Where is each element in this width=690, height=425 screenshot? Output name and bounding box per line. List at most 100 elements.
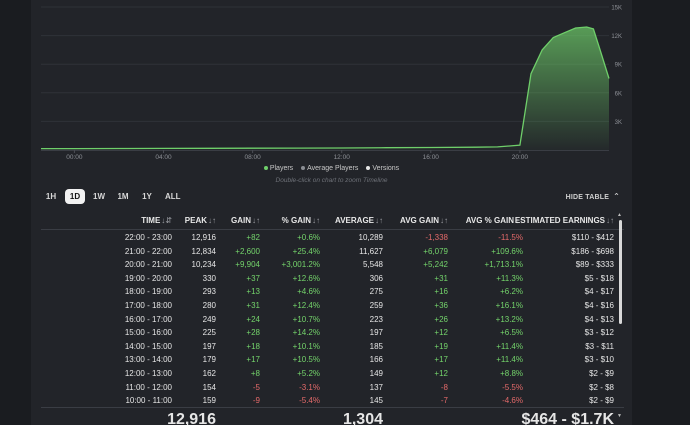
- legend-average-players[interactable]: Average Players: [301, 165, 358, 172]
- cell-avg-percent-gain: -11.5%: [498, 233, 523, 242]
- cell-percent-gain: +0.6%: [297, 233, 320, 242]
- legend-versions[interactable]: Versions: [366, 165, 399, 172]
- scroll-down-arrow-icon[interactable]: ▼: [617, 413, 622, 419]
- cell-average: 223: [369, 314, 383, 324]
- cell-average: 197: [369, 328, 383, 338]
- legend-versions-label: Versions: [372, 165, 400, 172]
- cell-percent-gain: +25.4%: [292, 246, 320, 256]
- cell-average: 11,627: [359, 246, 383, 256]
- cell-peak: 179: [202, 355, 216, 365]
- table-row[interactable]: 13:00 - 14:00 179 +17 +10.5% 166 +17 +11.4% $3 …: [41, 354, 624, 367]
- cell-average: 259: [369, 301, 383, 310]
- header-gain[interactable]: GAIN↓↑: [231, 216, 260, 225]
- hide-table-toggle[interactable]: HIDE TABLE ⌃: [566, 192, 620, 201]
- players-chart-svg[interactable]: 15K 12K 9K 6K 3K 00:00 04:00 08:00 12:00 16:00 20:…: [31, 0, 632, 165]
- legend-players-dot: [263, 166, 268, 171]
- sort-icon: ↓↑: [515, 216, 523, 225]
- sort-icon: ↓↑: [208, 216, 216, 225]
- footer-earnings: $464 - $1.7K: [521, 411, 614, 425]
- cell-peak: 12,916: [191, 233, 216, 242]
- cell-percent-gain: +14.2%: [292, 328, 320, 338]
- cell-percent-gain: +10.1%: [292, 341, 320, 351]
- cell-estimated-earnings: $4 - $17: [584, 287, 614, 297]
- cell-estimated-earnings: $3 - $10: [584, 355, 614, 365]
- range-1h-button[interactable]: 1H: [45, 192, 57, 201]
- cell-estimated-earnings: $4 - $16: [584, 301, 614, 310]
- cell-estimated-earnings: $3 - $12: [584, 328, 614, 338]
- table-row[interactable]: 17:00 - 18:00 280 +31 +12.4% 259 +36 +16.1% $4 …: [41, 300, 624, 313]
- cell-estimated-earnings: $2 - $9: [589, 369, 614, 378]
- sort-icon: ↓↑: [252, 216, 260, 225]
- cell-avg-gain: +26: [434, 314, 448, 324]
- range-1y-button[interactable]: 1Y: [142, 192, 152, 201]
- cell-avg-percent-gain: +11.3%: [496, 273, 523, 283]
- cell-gain: -9: [252, 396, 260, 406]
- table-scrollbar-thumb[interactable]: [619, 220, 622, 324]
- y-tick-label: 6K: [615, 91, 622, 97]
- table-row[interactable]: 10:00 - 11:00 159 -9 -5.4% 145 -7 -4.6% $2 - $9: [41, 395, 624, 408]
- table-row[interactable]: 19:00 - 20:00 330 +37 +12.6% 306 +31 +11.3% $5 …: [41, 273, 624, 286]
- table-body[interactable]: 22:00 - 23:00 12,916 +82 +0.6% 10,289 -1,338 -…: [41, 232, 624, 408]
- range-1d-button[interactable]: 1D: [65, 189, 85, 204]
- cell-estimated-earnings: $186 - $698: [571, 246, 614, 256]
- table-row[interactable]: 18:00 - 19:00 293 +13 +4.6% 275 +16 +6.2% $4 - …: [41, 286, 624, 299]
- table-row[interactable]: 20:00 - 21:00 10,234 +9,904 +3,001.2% 5,548 +…: [41, 259, 624, 272]
- y-tick-label: 9K: [615, 63, 622, 69]
- cell-avg-percent-gain: +16.1%: [495, 301, 523, 310]
- cell-gain: -5: [252, 382, 260, 392]
- range-1w-button[interactable]: 1W: [93, 192, 105, 201]
- cell-percent-gain: -3.1%: [299, 382, 320, 392]
- chart-legend: Players Average Players Versions: [31, 165, 632, 172]
- chart-zoom-hint: Double-click on chart to zoom Timeline: [275, 177, 388, 184]
- cell-estimated-earnings: $3 - $11: [585, 341, 614, 351]
- cell-peak: 280: [202, 301, 216, 310]
- footer-average: 1,304: [342, 411, 383, 425]
- table-row[interactable]: 21:00 - 22:00 12,834 +2,600 +25.4% 11,627 +6,…: [41, 246, 624, 259]
- header-time[interactable]: TIME↓⇵: [141, 216, 172, 225]
- header-earnings-label: ESTIMATED EARNINGS: [514, 216, 605, 225]
- cell-gain: +13: [246, 287, 260, 297]
- cell-time: 11:00 - 12:00: [125, 382, 172, 392]
- cell-avg-percent-gain: -5.5%: [502, 382, 523, 392]
- cell-gain: +82: [246, 233, 260, 242]
- cell-peak: 159: [202, 396, 216, 406]
- table-row[interactable]: 11:00 - 12:00 154 -5 -3.1% 137 -8 -5.5% $2 - $8: [41, 382, 624, 395]
- header-estimated-earnings[interactable]: ESTIMATED EARNINGS↓↑: [515, 216, 614, 225]
- sort-icon: ↓↑: [606, 216, 614, 225]
- table-header: TIME↓⇵ PEAK↓↑ GAIN↓↑ % GAIN↓↑ AVERAGE↓↑ …: [41, 212, 624, 230]
- sort-icon: ↓↑: [375, 216, 383, 225]
- table-row[interactable]: 12:00 - 13:00 162 +8 +5.2% 149 +12 +8.8% $2 - $…: [41, 368, 624, 381]
- table-row[interactable]: 14:00 - 15:00 197 +18 +10.1% 185 +19 +11.4% $3 …: [41, 341, 624, 354]
- table-row[interactable]: 22:00 - 23:00 12,916 +82 +0.6% 10,289 -1,338 -…: [41, 232, 624, 245]
- header-avg-percent-gain[interactable]: AVG % GAIN↓↑: [466, 216, 523, 225]
- table-row[interactable]: 15:00 - 16:00 225 +28 +14.2% 197 +12 +6.5% $3 -…: [41, 327, 624, 340]
- header-peak-label: PEAK: [184, 216, 207, 225]
- range-all-button[interactable]: ALL: [165, 192, 181, 201]
- header-avg-gain-label: AVG GAIN: [400, 216, 439, 225]
- legend-players-label: Players: [269, 165, 294, 172]
- cell-avg-gain: +19: [434, 341, 448, 351]
- cell-time: 20:00 - 21:00: [124, 260, 172, 270]
- scroll-up-arrow-icon[interactable]: ▲: [617, 212, 622, 218]
- cell-average: 10,289: [358, 233, 383, 242]
- cell-avg-percent-gain: +13.2%: [495, 314, 523, 324]
- header-average[interactable]: AVERAGE↓↑: [335, 216, 383, 225]
- x-tick-label: 16:00: [423, 154, 440, 161]
- cell-avg-percent-gain: +1,713.1%: [484, 260, 523, 270]
- cell-time: 18:00 - 19:00: [124, 287, 172, 297]
- table-row[interactable]: 16:00 - 17:00 249 +24 +10.7% 223 +26 +13.2% $4 …: [41, 314, 624, 327]
- cell-percent-gain: +3,001.2%: [281, 260, 320, 270]
- cell-time: 17:00 - 18:00: [124, 301, 172, 310]
- cell-avg-gain: -7: [440, 396, 448, 406]
- hide-table-label: HIDE TABLE: [565, 194, 610, 201]
- range-1m-button[interactable]: 1M: [117, 192, 129, 201]
- legend-players[interactable]: Players: [263, 165, 294, 172]
- header-avg-percent-gain-label: AVG % GAIN: [465, 216, 514, 225]
- cell-peak: 197: [202, 341, 216, 351]
- header-avg-gain[interactable]: AVG GAIN↓↑: [400, 216, 448, 225]
- header-peak[interactable]: PEAK↓↑: [185, 216, 216, 225]
- header-percent-gain[interactable]: % GAIN↓↑: [282, 216, 320, 225]
- cell-peak: 225: [202, 328, 216, 338]
- players-chart[interactable]: 15K 12K 9K 6K 3K 00:00 04:00 08:00 12:00 16:00 20:…: [31, 0, 632, 165]
- cell-time: 14:00 - 15:00: [124, 341, 172, 351]
